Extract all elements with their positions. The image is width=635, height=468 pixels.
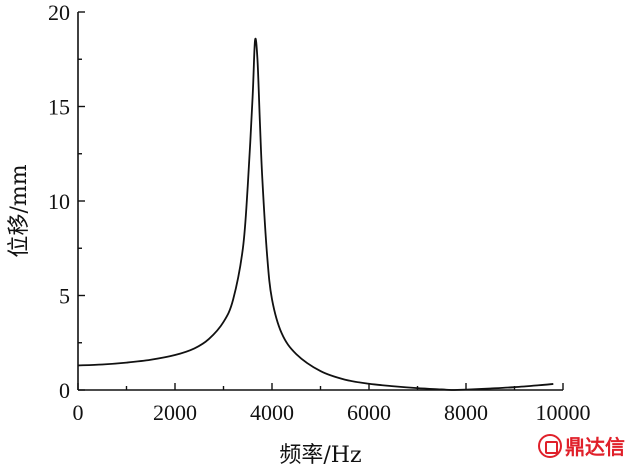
ticks: 0 2000 4000 6000 8000 10000 0 5 10 15 20 <box>48 0 591 425</box>
x-axis-title: 频率/Hz <box>279 443 361 468</box>
x-tick-label: 6000 <box>347 400 391 425</box>
x-tick-label: 10000 <box>536 400 591 425</box>
x-tick-label: 8000 <box>444 400 488 425</box>
series-line <box>77 37 554 391</box>
x-tick-label: 2000 <box>153 400 197 425</box>
y-tick-label: 15 <box>48 95 70 120</box>
y-tick-label: 0 <box>59 378 70 403</box>
y-tick-label: 5 <box>59 284 70 309</box>
dingdaxin-logo-icon <box>538 433 562 458</box>
y-tick-label: 10 <box>48 189 70 214</box>
y-tick-label: 20 <box>48 0 70 25</box>
y-axis-title: 位移/mm <box>7 164 32 257</box>
watermark-text: 鼎达信 <box>565 435 625 459</box>
axes <box>77 12 563 391</box>
series-group <box>77 37 554 391</box>
x-tick-label: 4000 <box>250 400 294 425</box>
x-tick-label: 0 <box>73 400 84 425</box>
watermark: 鼎达信 <box>538 431 625 460</box>
